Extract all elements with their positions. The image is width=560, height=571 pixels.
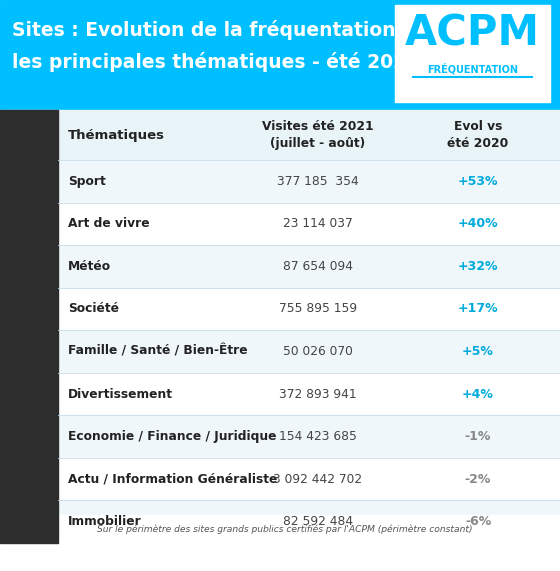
Bar <box>0 0 560 110</box>
Bar <box>0 160 560 203</box>
Text: ACPM: ACPM <box>405 13 540 55</box>
Text: 87 654 094: 87 654 094 <box>283 260 353 273</box>
Text: +5%: +5% <box>462 345 494 358</box>
Bar <box>0 500 58 543</box>
Text: 154 423 685: 154 423 685 <box>279 430 357 443</box>
Text: Thématiques: Thématiques <box>68 128 165 142</box>
Bar <box>0 288 560 330</box>
Text: 755 895 159: 755 895 159 <box>279 303 357 315</box>
Bar <box>0 245 560 288</box>
Text: Divertissement: Divertissement <box>68 388 173 400</box>
Text: -2%: -2% <box>465 473 491 486</box>
Bar <box>0 415 58 458</box>
Text: +17%: +17% <box>458 303 498 315</box>
Text: Visites été 2021
(juillet - août): Visites été 2021 (juillet - août) <box>262 120 374 150</box>
Text: Sites : Evolution de la fréquentation sur: Sites : Evolution de la fréquentation su… <box>12 20 436 40</box>
Bar <box>0 515 560 543</box>
Text: 82 592 484: 82 592 484 <box>283 515 353 528</box>
Bar <box>0 458 58 500</box>
Bar <box>0 373 560 415</box>
Bar <box>0 203 560 245</box>
Text: FRÉQUENTATION: FRÉQUENTATION <box>427 63 518 74</box>
Text: Sur le périmètre des sites grands publics certifiés par l'ACPM (périmètre consta: Sur le périmètre des sites grands public… <box>97 524 473 534</box>
Text: Société: Société <box>68 303 119 315</box>
Text: 50 026 070: 50 026 070 <box>283 345 353 358</box>
Text: Immobilier: Immobilier <box>68 515 142 528</box>
Bar <box>0 330 560 373</box>
Bar <box>0 458 560 500</box>
Text: Météo: Météo <box>68 260 111 273</box>
Text: 372 893 941: 372 893 941 <box>279 388 357 400</box>
Text: 23 114 037: 23 114 037 <box>283 218 353 230</box>
Text: Famille / Santé / Bien-Être: Famille / Santé / Bien-Être <box>68 345 248 358</box>
Text: -1%: -1% <box>465 430 491 443</box>
Text: Economie / Finance / Juridique: Economie / Finance / Juridique <box>68 430 277 443</box>
Bar <box>0 110 560 160</box>
Bar <box>0 373 58 415</box>
Text: +4%: +4% <box>462 388 494 400</box>
Text: 3 092 442 702: 3 092 442 702 <box>273 473 362 486</box>
Text: -6%: -6% <box>465 515 491 528</box>
Bar <box>0 415 560 458</box>
Bar <box>0 160 58 203</box>
Bar <box>0 288 58 330</box>
Text: +40%: +40% <box>458 218 498 230</box>
Text: +53%: +53% <box>458 175 498 188</box>
Bar <box>0 110 58 160</box>
Text: 377 185  354: 377 185 354 <box>277 175 359 188</box>
Text: Actu / Information Généraliste: Actu / Information Généraliste <box>68 473 277 486</box>
Text: Sport: Sport <box>68 175 106 188</box>
Text: les principales thématiques - été 2021: les principales thématiques - été 2021 <box>12 52 419 72</box>
Bar <box>0 500 560 543</box>
Text: Art de vivre: Art de vivre <box>68 218 150 230</box>
Bar <box>395 5 550 102</box>
Bar <box>0 330 58 373</box>
Bar <box>0 203 58 245</box>
Bar <box>0 245 58 288</box>
Text: +32%: +32% <box>458 260 498 273</box>
Text: Evol vs
été 2020: Evol vs été 2020 <box>447 120 508 150</box>
